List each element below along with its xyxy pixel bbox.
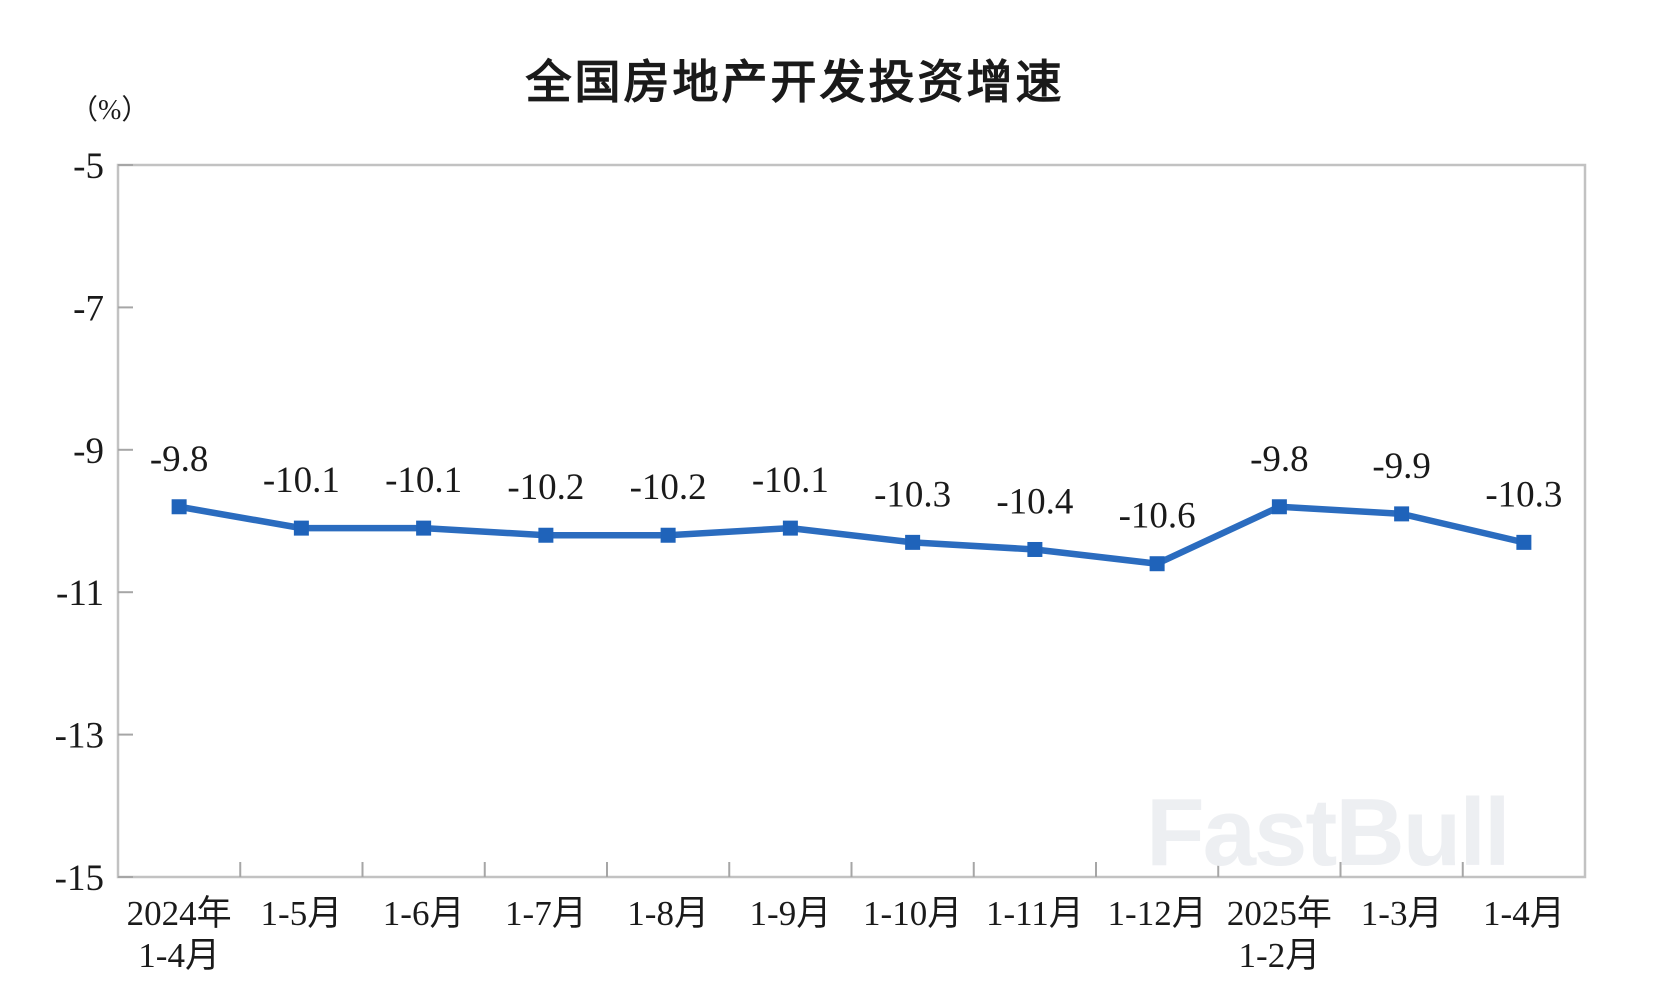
y-axis-tick-label: -15 bbox=[55, 858, 104, 899]
data-point-marker bbox=[416, 520, 432, 536]
data-point-marker bbox=[660, 527, 676, 543]
data-point-label: -9.9 bbox=[1372, 446, 1431, 487]
chart-title: 全国房地产开发投资增速 bbox=[525, 56, 1065, 108]
data-point-marker bbox=[782, 520, 798, 536]
data-point-label: -9.8 bbox=[150, 439, 209, 480]
data-point-label: -10.4 bbox=[996, 481, 1073, 522]
data-point-label: -10.2 bbox=[507, 467, 584, 508]
plot-border bbox=[116, 163, 1587, 879]
data-point-label: -10.1 bbox=[385, 460, 462, 501]
data-point-marker bbox=[293, 520, 309, 536]
data-point-label: -9.8 bbox=[1250, 439, 1309, 480]
data-point-label: -10.1 bbox=[263, 460, 340, 501]
watermark-text: FastBull bbox=[1146, 779, 1511, 886]
data-point-marker bbox=[1027, 541, 1043, 557]
data-point-label: -10.6 bbox=[1119, 496, 1196, 537]
data-point-label: -10.3 bbox=[1485, 474, 1562, 515]
y-axis-tick-label: -5 bbox=[73, 146, 104, 187]
y-axis-tick-label: -13 bbox=[55, 716, 104, 757]
y-axis-tick-label: -9 bbox=[73, 431, 104, 472]
data-point-label: -10.1 bbox=[752, 460, 829, 501]
data-point-marker bbox=[1516, 534, 1532, 550]
data-point-marker bbox=[1271, 499, 1287, 515]
series-line bbox=[175, 503, 1528, 567]
data-point-marker bbox=[538, 527, 554, 543]
y-axis-tick-label: -11 bbox=[56, 573, 104, 614]
data-point-label: -10.3 bbox=[874, 474, 951, 515]
y-axis-unit-label: （%） bbox=[70, 95, 150, 126]
y-axis-tick-label: -7 bbox=[73, 288, 104, 329]
data-point-marker bbox=[1394, 506, 1410, 522]
data-point-marker bbox=[905, 534, 921, 550]
data-point-label: -10.2 bbox=[630, 467, 707, 508]
data-point-marker bbox=[1149, 556, 1165, 572]
data-point-marker bbox=[171, 499, 187, 515]
